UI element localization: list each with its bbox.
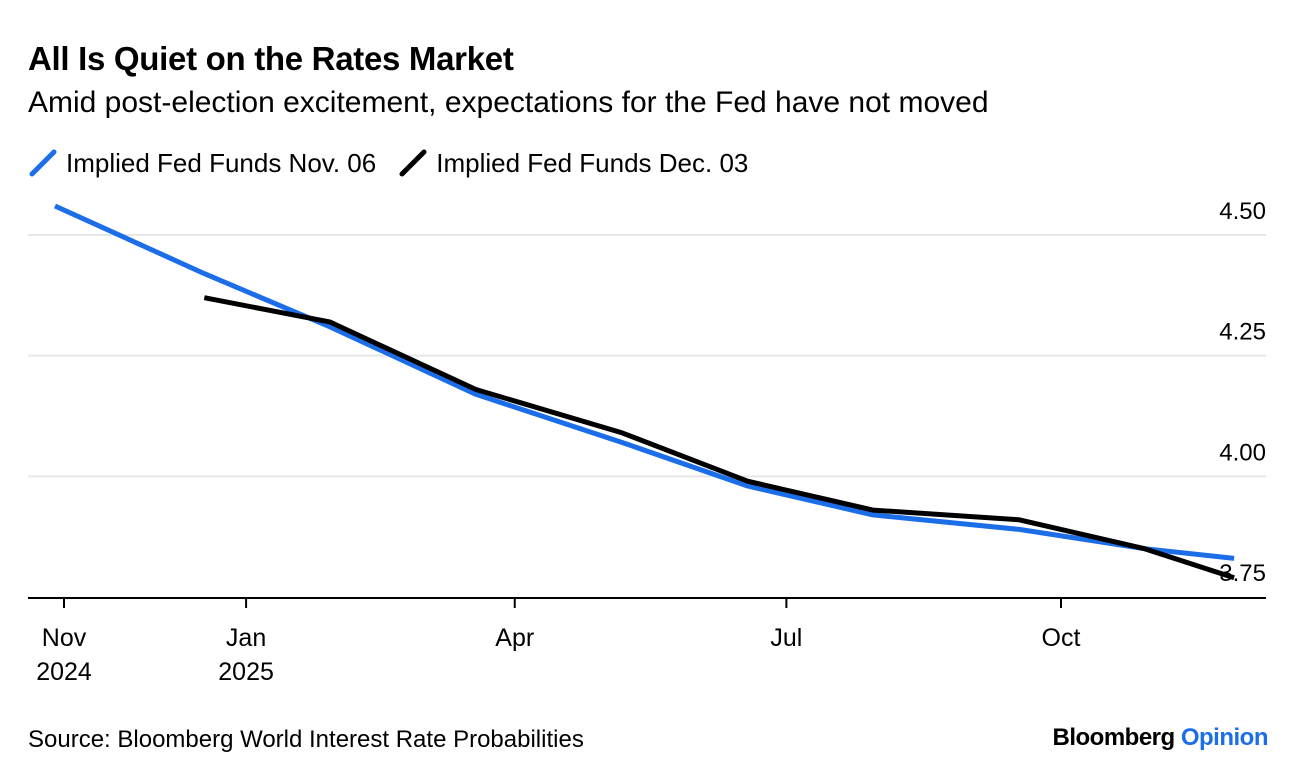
legend-item-nov: Implied Fed Funds Nov. 06 [28,148,376,179]
legend-swatch-dec-icon [399,149,427,177]
gridlines [28,234,1266,478]
x-tick-label: Nov [42,624,87,652]
chart-subtitle: Amid post-election excitement, expectati… [28,86,989,119]
y-axis-labels: 3.754.004.254.50 [1219,198,1266,587]
brand-logo: Bloomberg Opinion [1053,724,1269,752]
series-line-nov [53,203,1235,561]
x-tick-label: Jul [770,624,802,652]
y-tick-label: 4.25 [1219,319,1266,346]
source-note: Source: Bloomberg World Interest Rate Pr… [28,726,584,753]
brand-suffix: Opinion [1180,724,1269,751]
legend-label-nov: Implied Fed Funds Nov. 06 [66,147,377,178]
series-line-dec [203,295,1235,581]
x-tick-label: 2025 [218,658,274,686]
x-tick-label: Oct [1042,624,1081,652]
series-lines [53,203,1235,581]
legend-swatch-nov-icon [29,149,57,177]
x-tick-label: Jan [226,624,266,652]
x-axis: Nov 2024 Jan 2025 Apr Jul Oct [28,597,1266,686]
legend-item-dec: Implied Fed Funds Dec. 03 [398,148,748,179]
x-tick-label: 2024 [36,658,92,686]
x-tick-label: Apr [495,624,534,652]
chart-title: All Is Quiet on the Rates Market [28,40,514,77]
y-tick-label: 4.00 [1219,439,1266,466]
legend-label-dec: Implied Fed Funds Dec. 03 [436,147,749,178]
legend: Implied Fed Funds Nov. 06 Implied Fed Fu… [28,146,770,180]
y-tick-label: 4.50 [1219,198,1266,225]
brand-name: Bloomberg [1052,724,1176,751]
